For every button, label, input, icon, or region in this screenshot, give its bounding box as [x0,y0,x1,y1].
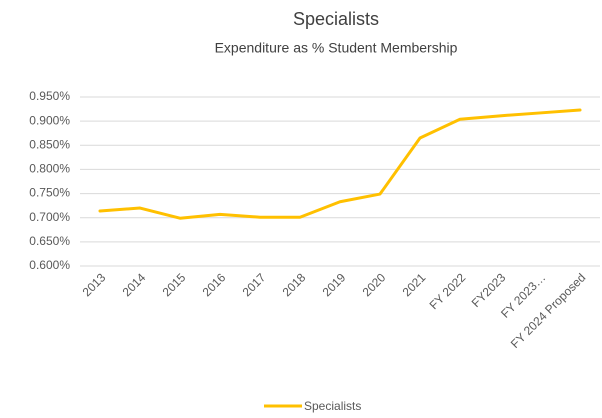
legend-label: Specialists [304,399,361,413]
y-tick-label: 0.700% [29,210,70,224]
chart-subtitle: Expenditure as % Student Membership [215,40,458,56]
x-tick-label: 2018 [280,270,309,299]
x-tick-label: 2015 [160,270,189,299]
x-tick-label: 2020 [360,270,389,299]
x-tick-label: FY2023 [469,270,509,310]
chart-title: Specialists [293,9,379,29]
x-tick-label: 2013 [80,270,109,299]
y-tick-label: 0.850% [29,137,70,151]
x-tick-label: 2017 [240,270,269,299]
x-tick-label: 2021 [400,270,429,299]
y-tick-label: 0.750% [29,186,70,200]
x-tick-label: FY 2022 [427,270,469,312]
y-tick-label: 0.900% [29,113,70,127]
x-tick-label: 2014 [120,270,149,299]
x-tick-label: 2019 [320,270,349,299]
y-tick-label: 0.650% [29,234,70,248]
series-line [98,108,582,220]
y-tick-label: 0.950% [29,89,70,103]
x-tick-label: FY 2024 Proposed [508,270,589,351]
y-tick-label: 0.800% [29,162,70,176]
y-tick-label: 0.600% [29,258,70,272]
x-tick-label: 2016 [200,270,229,299]
